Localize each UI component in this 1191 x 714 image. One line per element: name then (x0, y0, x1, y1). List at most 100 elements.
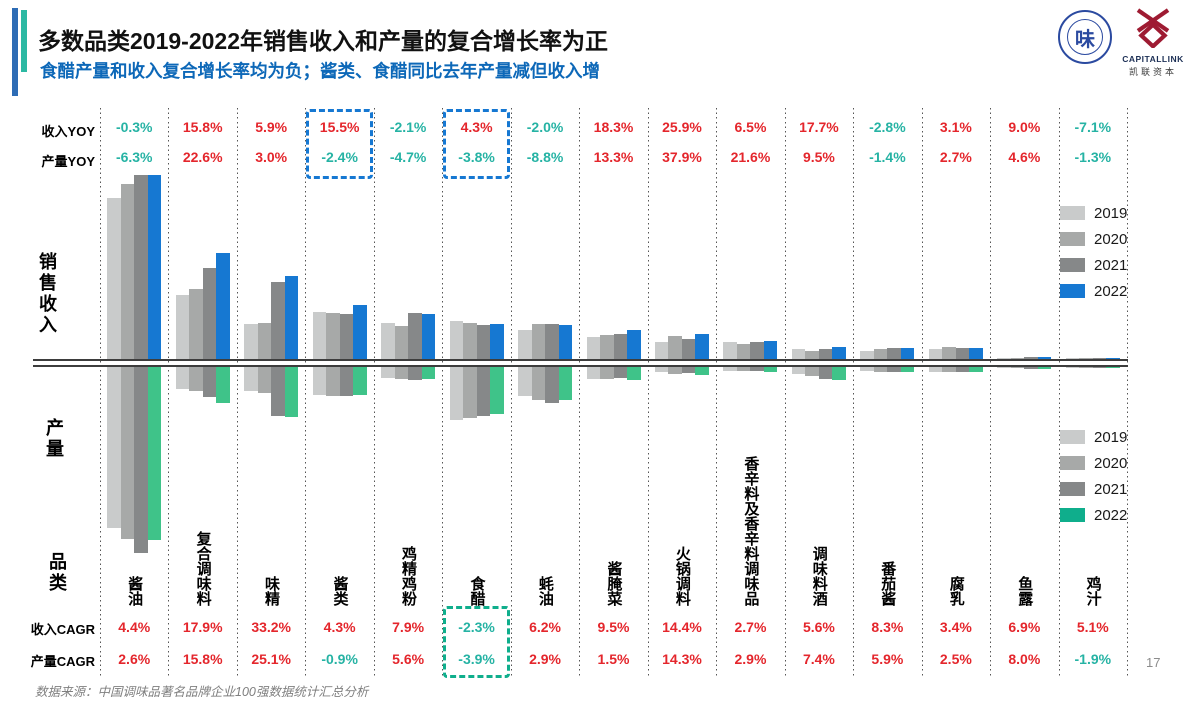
production-bar-group (100, 367, 168, 559)
production-bar-2020 (394, 367, 409, 379)
production-bar-2021 (955, 367, 970, 372)
production-yoy-value: -3.8% (458, 149, 495, 165)
category-name: 鱼露 (1016, 576, 1034, 606)
revenue-cagr-value: 8.3% (871, 619, 904, 635)
production-bar-2021 (681, 367, 696, 373)
production-bar-2019 (244, 367, 258, 391)
production-bar-2021 (613, 367, 628, 378)
revenue-bar-2021 (339, 314, 354, 359)
page-title: 多数品类2019-2022年销售收入和产量的复合增长率为正 (38, 28, 608, 54)
revenue-bar-2022 (353, 305, 367, 359)
revenue-bar-2022 (695, 334, 709, 359)
revenue-bar-2022 (1037, 356, 1052, 359)
production-bar-2019 (312, 367, 327, 395)
revenue-bar-2020 (531, 324, 546, 359)
production-cagr-value: 7.4% (802, 651, 835, 667)
production-bar-group (922, 367, 990, 559)
category-row-label: 品类 (47, 552, 67, 594)
production-yoy-value: 3.0% (255, 149, 288, 165)
revenue-cagr-value: 6.2% (529, 619, 561, 635)
revenue-bar-2020 (257, 323, 272, 359)
production-bar-2019 (449, 367, 464, 420)
category-name: 腐乳 (947, 576, 965, 606)
category-name: 复合调味料 (194, 531, 212, 606)
revenue-bar-2020 (873, 349, 888, 359)
production-bar-group (442, 367, 510, 559)
production-cagr-value: 2.9% (529, 651, 561, 667)
production-bar-group (237, 367, 305, 559)
production-bar-2021 (545, 367, 559, 403)
revenue-bar-2021 (955, 348, 970, 359)
production-bar-2019 (928, 367, 943, 372)
revenue-cagr-value: 7.9% (392, 619, 425, 635)
legend-swatch-2021 (1060, 258, 1085, 272)
axis-line-top (33, 359, 1128, 361)
production-bar-2020 (463, 367, 477, 418)
capitallink-knot-icon (1136, 8, 1170, 50)
column-separator-line (1127, 108, 1128, 676)
production-yoy-value: 9.5% (802, 149, 835, 165)
revenue-bar-2019 (1065, 358, 1080, 359)
production-cagr-row-label: 产量CAGR (30, 654, 95, 669)
production-yoy-row-label: 产量YOY (41, 154, 95, 169)
legend-swatch-2021 (1060, 482, 1085, 496)
production-bar-group (853, 367, 921, 559)
category-name-cell: 鱼露 (990, 418, 1058, 606)
production-bar-2020 (189, 367, 203, 391)
category-name: 番茄酱 (879, 561, 897, 606)
cagr-highlight-box (443, 606, 510, 678)
production-cagr-value: 2.9% (734, 651, 767, 667)
revenue-yoy-value: 15.8% (182, 119, 223, 135)
production-bar-2019 (586, 367, 601, 379)
production-cagr-value: 2.6% (118, 651, 151, 667)
revenue-bar-2021 (1092, 358, 1107, 359)
category-name: 鸡汁 (1084, 576, 1102, 606)
production-bar-2022 (353, 367, 367, 395)
revenue-bar-2022 (558, 325, 573, 359)
production-bar-group (579, 367, 647, 559)
category-name-cell: 腐乳 (922, 418, 990, 606)
legend-swatch-2019 (1060, 430, 1085, 444)
capitallink-name: CAPITALLINK (1122, 54, 1184, 64)
production-bar-2020 (531, 367, 546, 400)
revenue-bar-group (237, 174, 305, 359)
production-yoy-value: -4.7% (389, 149, 427, 165)
category-name-cell: 调味料酒 (785, 418, 853, 606)
revenue-bar-2022 (763, 341, 778, 359)
revenue-bar-2022 (421, 314, 436, 359)
production-bar-2019 (860, 367, 874, 371)
legend-swatch-2022 (1060, 508, 1085, 522)
legend-item: 2021 (1060, 252, 1180, 278)
revenue-bar-2020 (120, 184, 135, 359)
production-bar-2022 (216, 367, 230, 403)
revenue-bar-2021 (887, 348, 901, 359)
production-bar-group (511, 367, 579, 559)
revenue-bar-2022 (216, 253, 230, 359)
production-bar-2019 (107, 367, 121, 528)
page-subtitle: 食醋产量和收入复合增长率均为负；酱类、食醋同比去年产量减但收入增 (40, 61, 600, 81)
production-cagr-value: 2.5% (939, 651, 972, 667)
legend-label: 2021 (1094, 480, 1128, 498)
revenue-bar-2022 (832, 347, 846, 359)
revenue-yoy-value: -2.8% (869, 119, 906, 135)
category-name: 蚝油 (536, 576, 554, 606)
revenue-bar-2020 (1010, 357, 1025, 359)
revenue-cagr-value: 6.9% (1008, 619, 1041, 635)
revenue-yoy-value: 9.0% (1008, 119, 1041, 135)
category-name-cell: 酱油 (100, 418, 168, 606)
legend-label: 2022 (1094, 506, 1128, 524)
association-seal-icon: 味 (1058, 10, 1112, 64)
category-name: 香辛料及香辛料调味品 (742, 456, 760, 606)
revenue-bar-2021 (818, 349, 833, 359)
data-source-note: 数据来源：中国调味品著名品牌企业100强数据统计汇总分析 (35, 685, 369, 699)
revenue-bar-2021 (202, 268, 217, 359)
capitallink-logo: CAPITALLINK 凯联资本 (1118, 8, 1188, 78)
production-bar-2022 (421, 367, 436, 379)
production-yoy-value: 2.7% (939, 149, 972, 165)
production-bar-2020 (600, 367, 614, 379)
revenue-axis-label: 销售收入 (37, 252, 57, 336)
category-name-cell: 蚝油 (511, 418, 579, 606)
legend-swatch-2019 (1060, 206, 1085, 220)
revenue-bar-group (1059, 174, 1127, 359)
production-bar-2022 (763, 367, 778, 372)
